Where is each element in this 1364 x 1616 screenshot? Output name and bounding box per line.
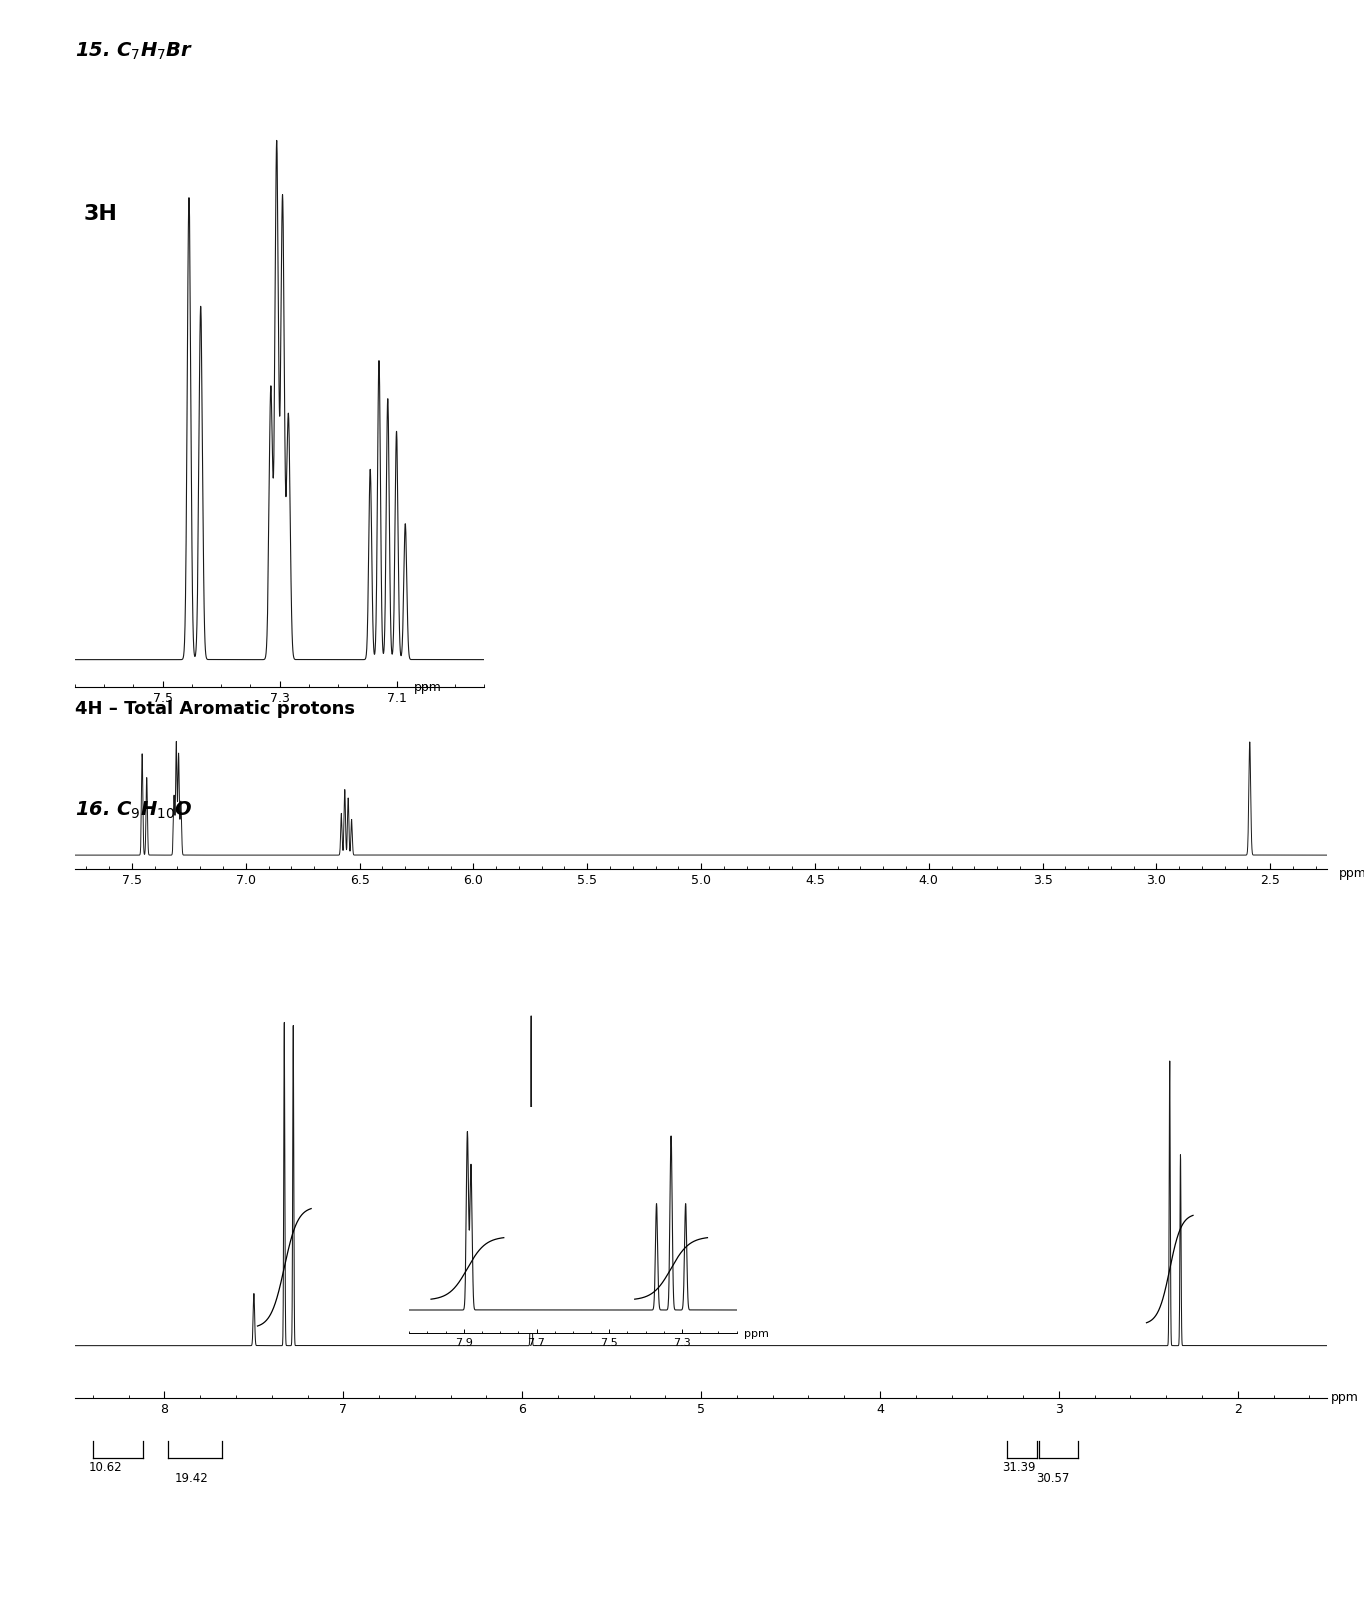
Text: 4H – Total Aromatic protons: 4H – Total Aromatic protons <box>75 700 355 718</box>
Text: ppm: ppm <box>743 1330 769 1340</box>
Text: 19.42: 19.42 <box>175 1472 209 1485</box>
Text: 16. C$_9$H$_{10}$O: 16. C$_9$H$_{10}$O <box>75 800 192 821</box>
Text: 15. C$_7$H$_7$Br: 15. C$_7$H$_7$Br <box>75 40 194 61</box>
Text: ppm: ppm <box>1331 1391 1359 1404</box>
Text: 31.39: 31.39 <box>1003 1461 1037 1474</box>
Text: 10.62: 10.62 <box>89 1461 123 1474</box>
Text: 3H: 3H <box>83 204 117 225</box>
Text: ppm: ppm <box>1338 868 1364 881</box>
Text: 30.57: 30.57 <box>1037 1472 1069 1485</box>
Text: ppm: ppm <box>415 682 442 695</box>
